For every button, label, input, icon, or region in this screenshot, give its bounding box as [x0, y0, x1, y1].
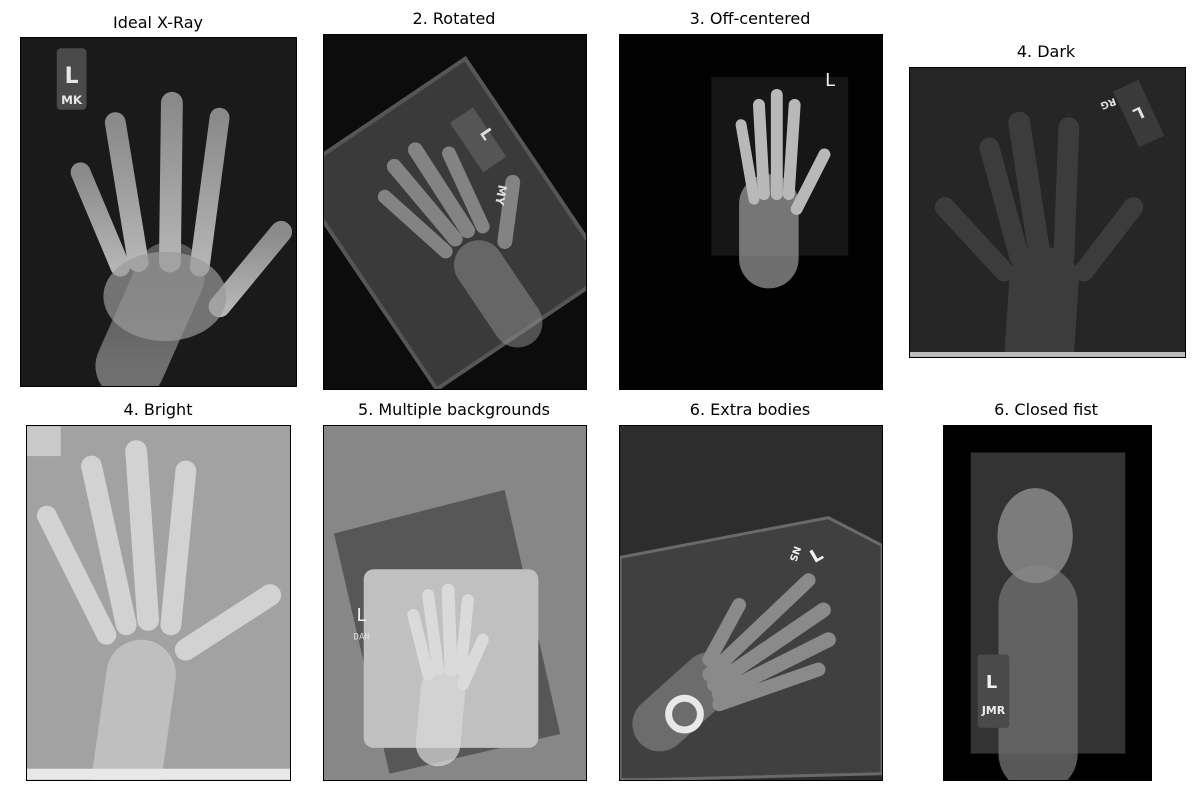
xray-image-ideal: L MK — [20, 37, 297, 387]
technologist-initials: MY — [492, 184, 509, 207]
laterality-marker: L — [65, 64, 79, 89]
technologist-initials: DAN — [354, 633, 370, 643]
xray-image-rotated: L MY — [323, 34, 587, 390]
hand-xray-graphic: L JMR — [944, 426, 1151, 780]
xray-image-off-centered: L — [619, 34, 883, 390]
panel-title-off-centered: 3. Off-centered — [689, 9, 811, 28]
hand-xray-graphic — [27, 426, 290, 780]
xray-image-extra-bodies: L NS — [619, 425, 883, 781]
hand-xray-graphic: L RG — [910, 68, 1185, 357]
panel-title-ideal: Ideal X-Ray — [112, 13, 204, 32]
xray-image-dark: L RG — [909, 67, 1186, 358]
xray-image-bright — [26, 425, 291, 781]
hand-xray-graphic: L MK — [21, 38, 296, 386]
panel-title-rotated: 2. Rotated — [412, 9, 496, 28]
hand-xray-graphic: L NS — [620, 426, 882, 780]
technologist-initials: MK — [61, 93, 83, 107]
technologist-initials: RG — [1099, 95, 1118, 111]
hand-xray-graphic: L — [620, 35, 882, 389]
panel-title-bright: 4. Bright — [123, 400, 193, 419]
panel-title-dark: 4. Dark — [1016, 42, 1076, 61]
hand-xray-graphic: L MY — [324, 35, 586, 389]
hand-xray-graphic: L DAN — [324, 426, 586, 780]
xray-image-multiple-backgrounds: L DAN — [323, 425, 587, 781]
laterality-marker: L — [356, 605, 367, 626]
technologist-initials: NS — [787, 544, 803, 562]
laterality-marker: L — [825, 70, 836, 91]
technologist-initials: JMR — [981, 704, 1006, 717]
xray-image-closed-fist: L JMR — [943, 425, 1152, 781]
panel-title-multiple-backgrounds: 5. Multiple backgrounds — [358, 400, 550, 419]
panel-title-closed-fist: 6. Closed fist — [994, 400, 1098, 419]
laterality-marker: L — [986, 672, 997, 693]
panel-title-extra-bodies: 6. Extra bodies — [689, 400, 811, 419]
